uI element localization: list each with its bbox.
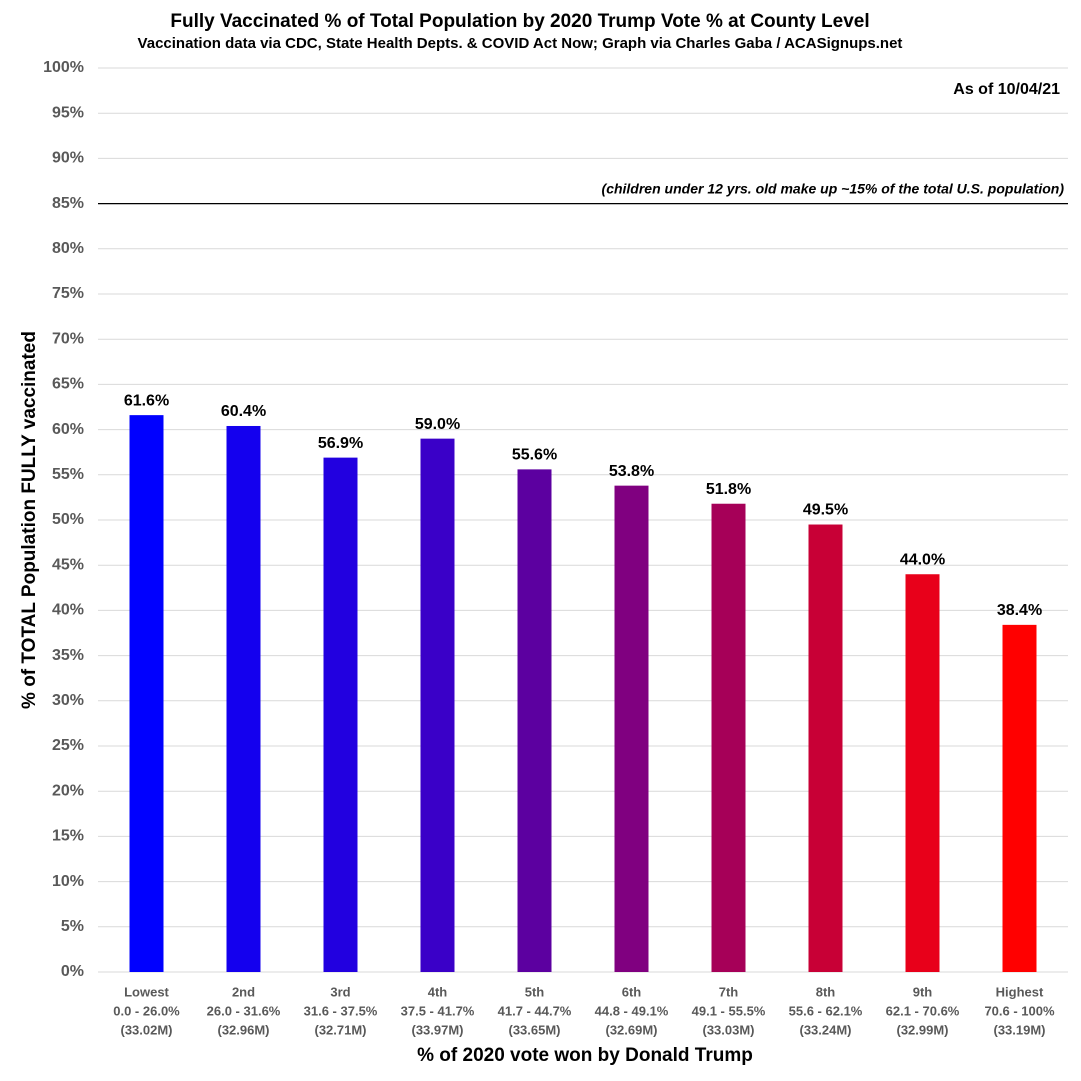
chart-subtitle: Vaccination data via CDC, State Health D… xyxy=(138,35,903,52)
bar xyxy=(129,415,164,972)
x-tick-label: (33.24M) xyxy=(799,1022,851,1037)
x-tick-label: Highest xyxy=(996,984,1044,999)
x-tick-label: 31.6 - 37.5% xyxy=(304,1003,378,1018)
value-label: 44.0% xyxy=(900,551,945,568)
x-tick-label: 55.6 - 62.1% xyxy=(789,1003,863,1018)
x-tick-label: (33.97M) xyxy=(411,1022,463,1037)
x-tick-label: (32.71M) xyxy=(314,1022,366,1037)
y-tick-label: 85% xyxy=(52,195,84,212)
reference-label: (children under 12 yrs. old make up ~15%… xyxy=(602,180,1065,196)
bar xyxy=(226,425,261,972)
value-label: 61.6% xyxy=(124,392,169,409)
y-tick-label: 5% xyxy=(61,918,84,935)
value-label: 38.4% xyxy=(997,602,1042,619)
x-tick-label: 5th xyxy=(525,984,545,999)
value-label: 55.6% xyxy=(512,447,557,464)
x-tick-label: (32.99M) xyxy=(896,1022,948,1037)
y-tick-label: 70% xyxy=(52,330,84,347)
value-label: 51.8% xyxy=(706,481,751,498)
value-label: 49.5% xyxy=(803,502,848,519)
y-tick-label: 20% xyxy=(52,782,84,799)
chart-title: Fully Vaccinated % of Total Population b… xyxy=(170,11,869,32)
x-tick-label: 41.7 - 44.7% xyxy=(498,1003,572,1018)
y-tick-label: 30% xyxy=(52,692,84,709)
x-tick-label: (33.02M) xyxy=(120,1022,172,1037)
x-tick-label: 7th xyxy=(719,984,739,999)
x-tick-label: (32.96M) xyxy=(217,1022,269,1037)
y-tick-label: 50% xyxy=(52,511,84,528)
bar xyxy=(905,574,940,972)
x-tick-label: (33.19M) xyxy=(993,1022,1045,1037)
bar xyxy=(808,524,843,972)
y-tick-label: 0% xyxy=(61,963,84,980)
y-tick-label: 10% xyxy=(52,873,84,890)
x-tick-label: 3rd xyxy=(330,984,350,999)
y-tick-label: 25% xyxy=(52,737,84,754)
x-tick-label: 62.1 - 70.6% xyxy=(886,1003,960,1018)
x-tick-label: (32.69M) xyxy=(605,1022,657,1037)
x-tick-label: 37.5 - 41.7% xyxy=(401,1003,475,1018)
value-label: 56.9% xyxy=(318,435,363,452)
value-label: 53.8% xyxy=(609,463,654,480)
x-tick-label: (33.03M) xyxy=(702,1022,754,1037)
x-tick-label: 4th xyxy=(428,984,448,999)
y-tick-label: 90% xyxy=(52,150,84,167)
x-tick-label: 0.0 - 26.0% xyxy=(113,1003,180,1018)
x-tick-label: 9th xyxy=(913,984,933,999)
y-tick-label: 60% xyxy=(52,421,84,438)
x-tick-label: 44.8 - 49.1% xyxy=(595,1003,669,1018)
y-tick-label: 35% xyxy=(52,647,84,664)
x-tick-label: 8th xyxy=(816,984,836,999)
y-axis-label: % of TOTAL Population FULLY vaccinated xyxy=(19,331,40,709)
x-tick-label: 2nd xyxy=(232,984,255,999)
y-tick-label: 80% xyxy=(52,240,84,257)
x-tick-label: 6th xyxy=(622,984,642,999)
y-tick-label: 100% xyxy=(43,59,84,76)
x-tick-label: 70.6 - 100% xyxy=(984,1003,1055,1018)
value-label: 60.4% xyxy=(221,403,266,420)
value-label: 59.0% xyxy=(415,416,460,433)
x-tick-label: 49.1 - 55.5% xyxy=(692,1003,766,1018)
x-tick-label: Lowest xyxy=(124,984,169,999)
y-tick-label: 15% xyxy=(52,828,84,845)
y-tick-label: 45% xyxy=(52,556,84,573)
y-tick-label: 65% xyxy=(52,376,84,393)
bar xyxy=(420,438,455,972)
y-tick-label: 75% xyxy=(52,285,84,302)
bar xyxy=(1002,624,1037,972)
y-tick-label: 55% xyxy=(52,466,84,483)
annotation: As of 10/04/21 xyxy=(953,81,1060,98)
x-tick-label: (33.65M) xyxy=(508,1022,560,1037)
x-axis-label: % of 2020 vote won by Donald Trump xyxy=(417,1045,753,1066)
x-tick-label: 26.0 - 31.6% xyxy=(207,1003,281,1018)
bar xyxy=(711,503,746,972)
bar xyxy=(517,469,552,972)
bar xyxy=(614,485,649,972)
bar xyxy=(323,457,358,972)
y-tick-label: 95% xyxy=(52,104,84,121)
y-tick-label: 40% xyxy=(52,602,84,619)
